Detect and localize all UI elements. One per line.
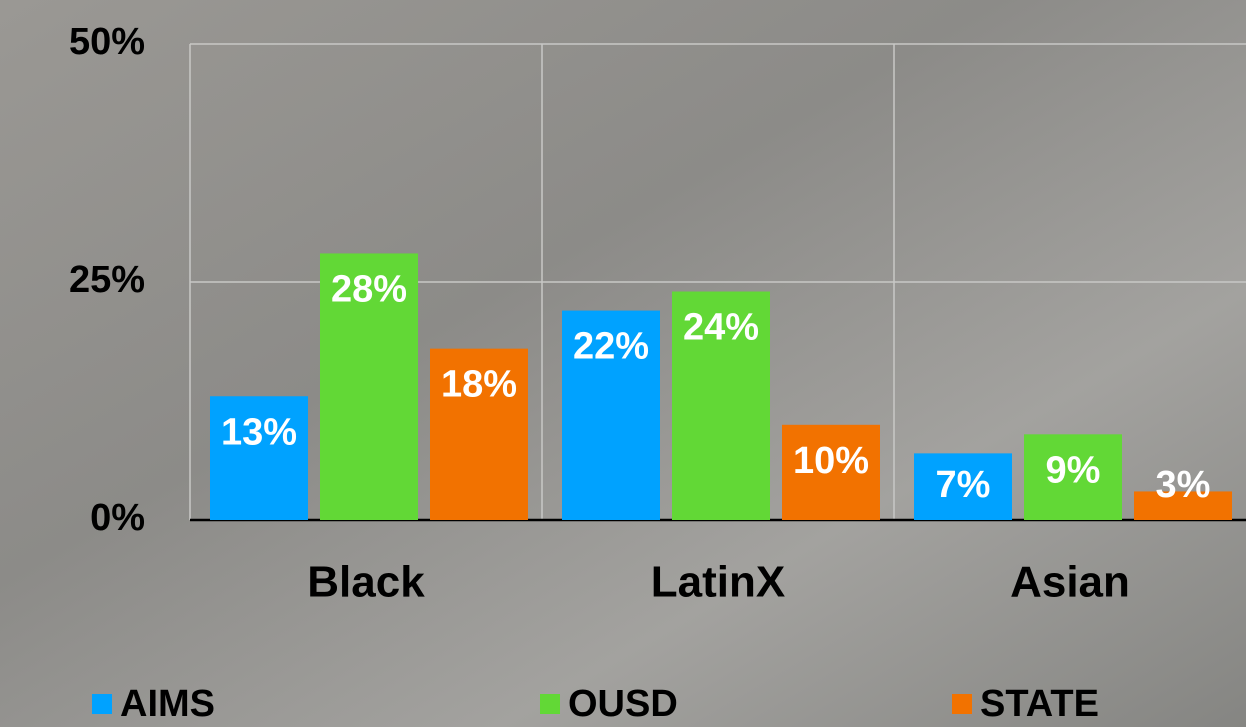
bar [914, 453, 1012, 520]
legend-label: STATE [980, 683, 1099, 725]
value-label: 18% [441, 364, 517, 406]
legend-marker [540, 694, 560, 714]
bar [210, 396, 308, 520]
value-label: 13% [221, 411, 297, 453]
value-label: 24% [683, 307, 759, 349]
y-tick-label: 0% [90, 497, 145, 539]
value-label: 28% [331, 268, 407, 310]
legend-marker [952, 694, 972, 714]
value-label: 22% [573, 326, 649, 368]
bar [562, 310, 660, 520]
bar [672, 291, 770, 520]
bar [430, 348, 528, 520]
value-label: 10% [793, 440, 869, 482]
x-tick-label: Black [307, 558, 425, 607]
x-tick-label: Asian [1010, 558, 1130, 607]
y-tick-label: 25% [69, 259, 145, 301]
legend-label: OUSD [568, 683, 678, 725]
bar [782, 424, 880, 520]
bar [1024, 434, 1122, 520]
value-label: 7% [936, 464, 991, 506]
legend-label: AIMS [120, 683, 215, 725]
y-tick-label: 50% [69, 21, 145, 63]
x-tick-label: LatinX [651, 558, 785, 607]
bar [1134, 491, 1232, 520]
value-label: 3% [1156, 464, 1211, 506]
value-label: 9% [1046, 449, 1101, 491]
legend-marker [92, 694, 112, 714]
bar [320, 253, 418, 520]
